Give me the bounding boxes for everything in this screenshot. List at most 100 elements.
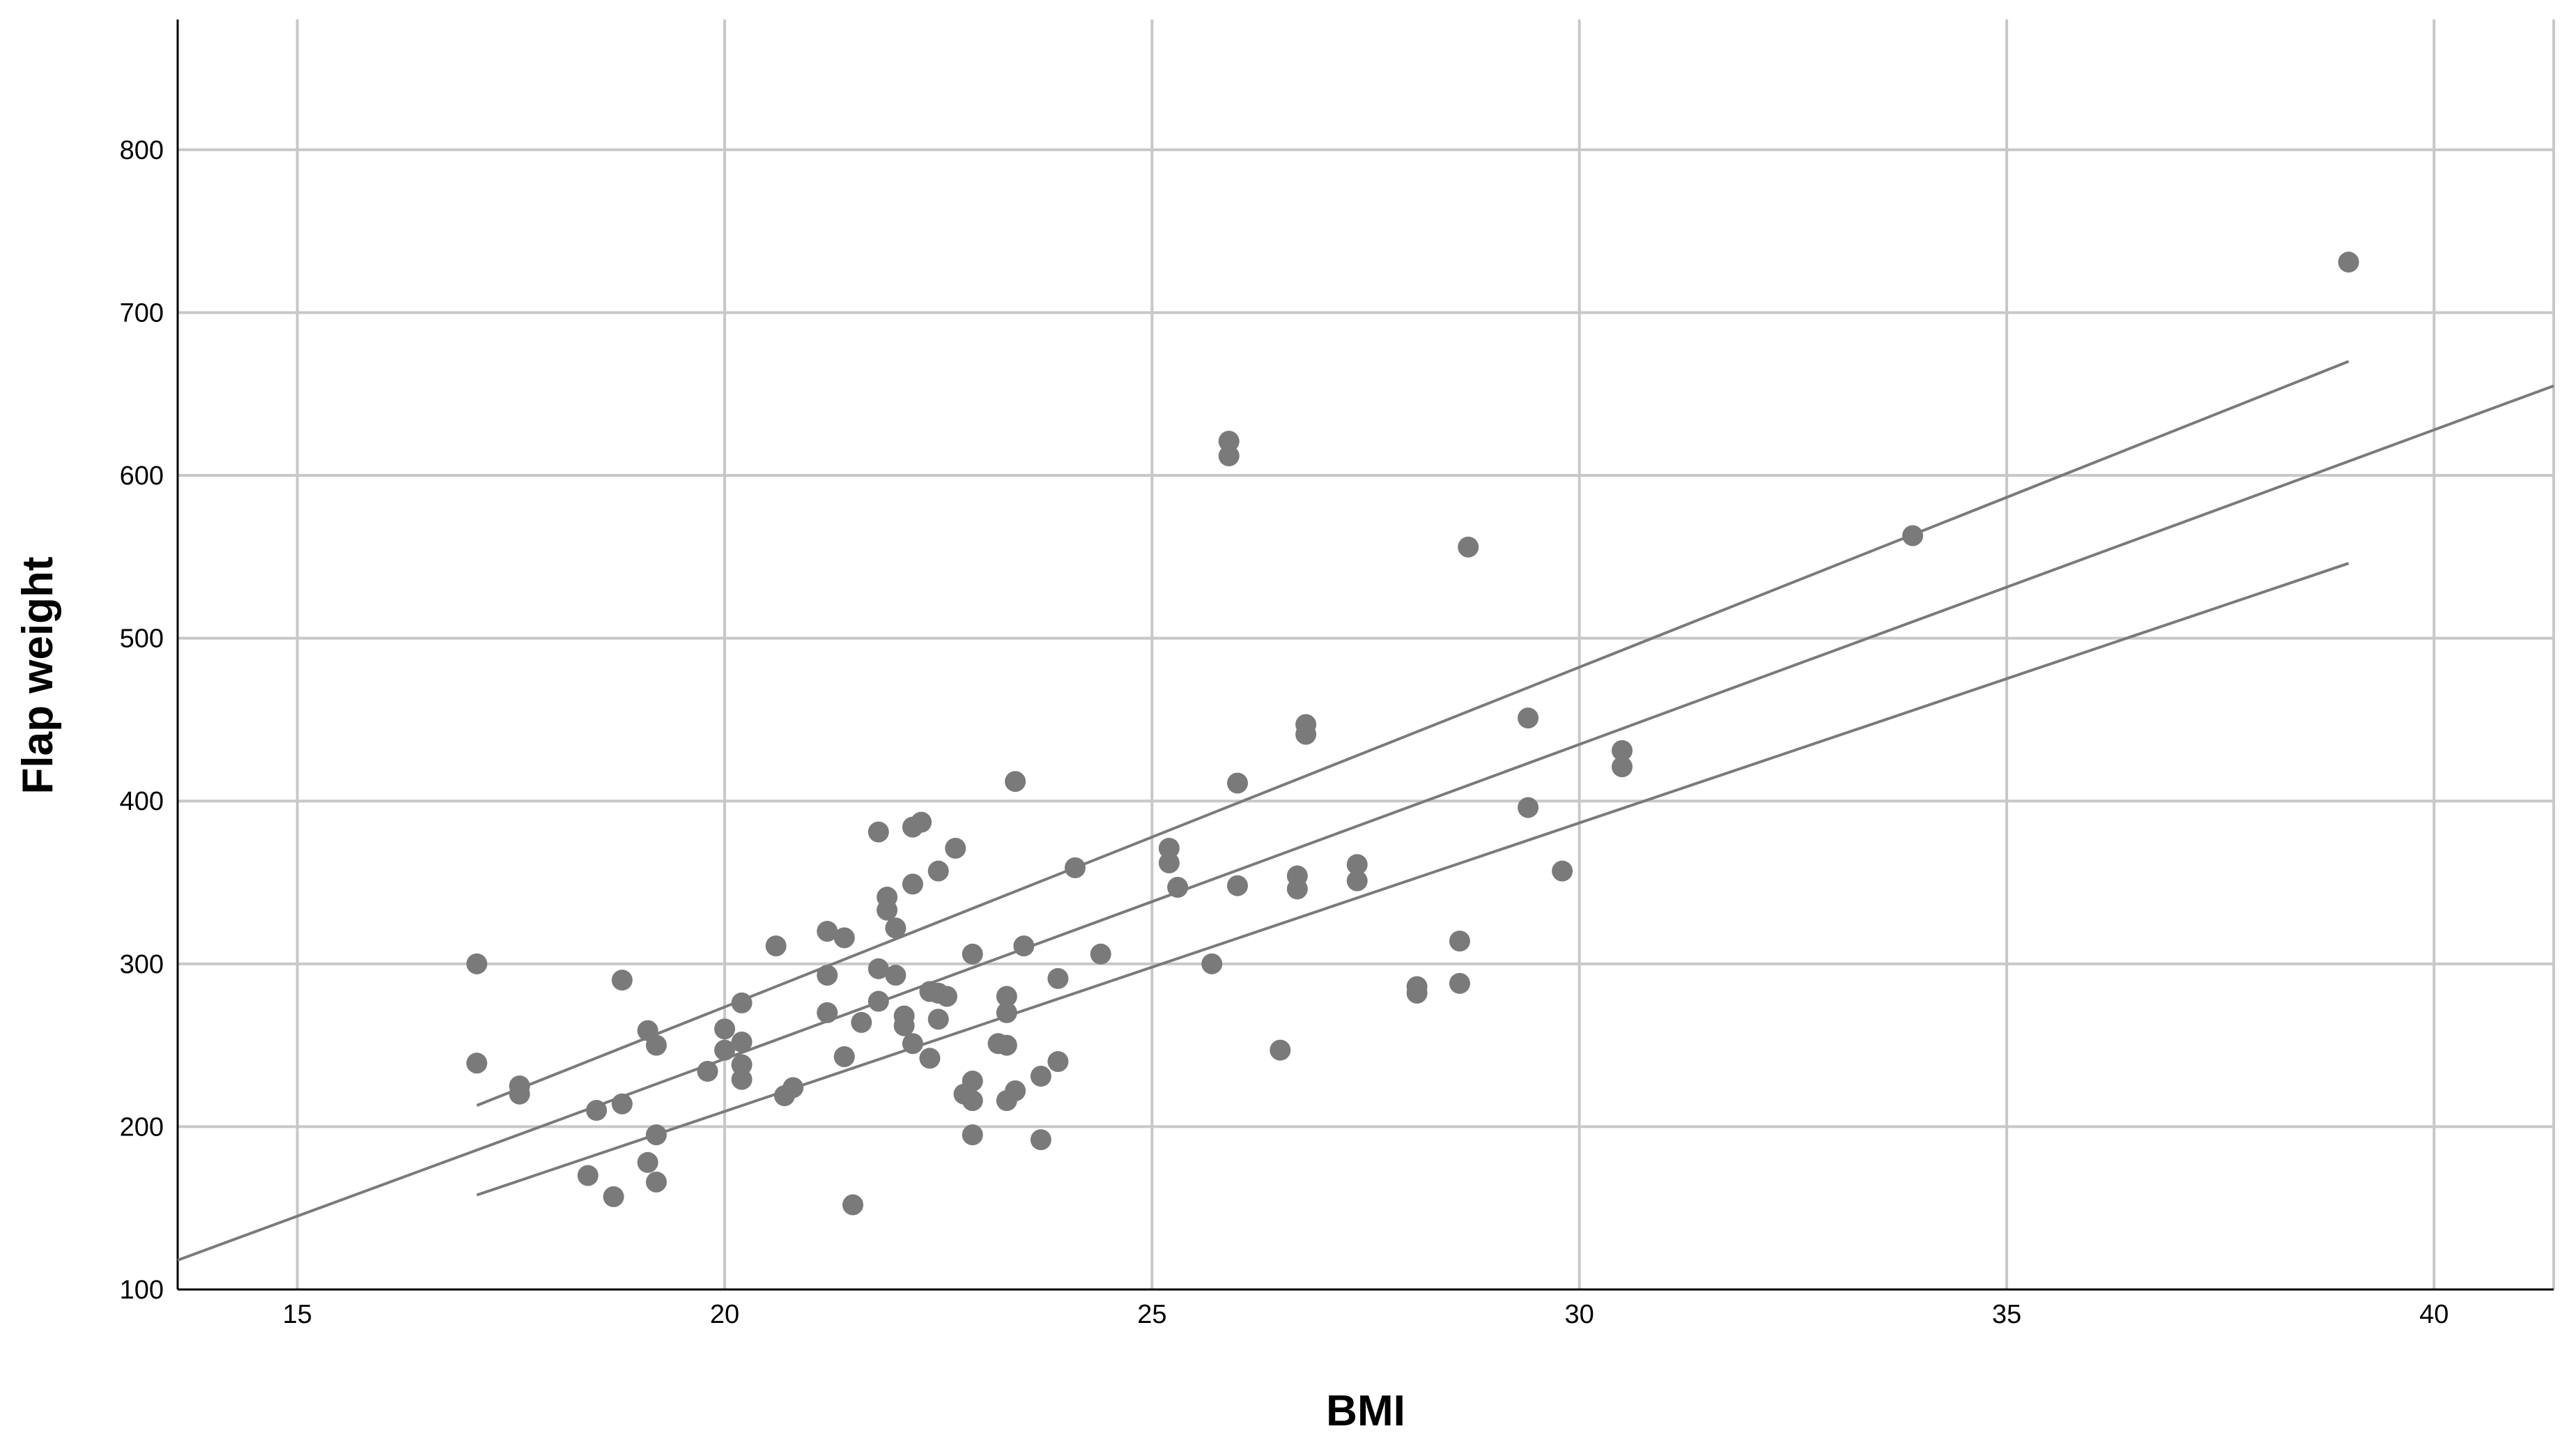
data-point (603, 1186, 624, 1207)
data-point (902, 1033, 923, 1055)
data-point (1552, 860, 1573, 882)
y-tick-label: 400 (120, 787, 164, 816)
data-point (817, 921, 838, 942)
data-point (842, 1194, 864, 1216)
data-point (817, 965, 838, 986)
data-point (782, 1077, 804, 1098)
data-point (586, 1100, 608, 1121)
data-point (902, 873, 923, 895)
data-point (1158, 837, 1180, 859)
x-axis-title: BMI (1326, 1387, 1405, 1435)
data-point (911, 811, 932, 833)
data-point (1047, 1050, 1069, 1072)
data-point (1346, 854, 1368, 875)
tick-labels: 15 20 25 30 35 40 100 200 300 400 500 600 700 800 (120, 136, 2449, 1329)
data-point (714, 1018, 736, 1040)
data-point (1270, 1039, 1291, 1061)
data-point (731, 1031, 753, 1052)
fit-line (177, 384, 2554, 1262)
data-point (962, 943, 983, 965)
data-point (1047, 967, 1069, 989)
y-tick-label: 300 (120, 950, 164, 979)
data-point (1201, 953, 1223, 974)
data-point (1064, 857, 1086, 879)
data-point (1167, 877, 1189, 898)
data-point (833, 927, 855, 949)
x-tick-label: 20 (710, 1300, 739, 1329)
data-point (962, 1071, 983, 1092)
data-point (893, 1015, 915, 1036)
data-point (867, 821, 889, 843)
data-point (1090, 943, 1111, 965)
data-point (611, 970, 633, 991)
data-point (1158, 852, 1180, 873)
data-point (851, 1011, 872, 1033)
y-axis-title: Flap weight (14, 557, 62, 795)
data-point (1406, 982, 1428, 1004)
data-point (1030, 1065, 1051, 1087)
data-point (731, 1069, 753, 1090)
data-point (1902, 525, 1924, 546)
data-point (1030, 1129, 1051, 1151)
data-point (1518, 707, 1539, 729)
data-point (945, 837, 966, 859)
data-point (509, 1083, 530, 1105)
data-point (1227, 875, 1249, 896)
y-tick-label: 500 (120, 625, 164, 654)
y-tick-label: 100 (120, 1276, 164, 1305)
data-point (962, 1124, 983, 1146)
data-point (919, 1048, 941, 1069)
y-tick-label: 200 (120, 1112, 164, 1142)
data-point (996, 1002, 1017, 1023)
x-tick-label: 40 (2419, 1300, 2448, 1329)
data-point (765, 935, 787, 957)
data-point (637, 1151, 658, 1173)
axes (176, 20, 2554, 1291)
data-point (2338, 252, 2359, 273)
data-point (885, 917, 907, 939)
data-point (1013, 935, 1035, 957)
lower-confidence-line (476, 562, 2350, 1197)
data-point (877, 899, 898, 921)
data-point (1346, 870, 1368, 891)
data-point (731, 1054, 753, 1075)
y-tick-label: 800 (120, 136, 164, 165)
x-tick-label: 25 (1137, 1300, 1166, 1329)
data-points (466, 252, 2359, 1216)
data-point (1449, 972, 1470, 994)
data-point (1005, 1080, 1026, 1102)
data-point (1218, 445, 1240, 467)
data-point (1458, 536, 1479, 558)
data-point (996, 986, 1017, 1007)
data-point (714, 1039, 736, 1061)
data-point (927, 1009, 949, 1030)
data-point (1611, 756, 1633, 778)
data-point (466, 953, 488, 974)
data-point (645, 1124, 667, 1146)
data-point (867, 990, 889, 1012)
data-point (697, 1060, 718, 1082)
data-point (1286, 878, 1308, 900)
x-tick-label: 30 (1565, 1300, 1594, 1329)
data-point (1218, 430, 1240, 452)
data-point (962, 1090, 983, 1112)
y-tick-label: 600 (120, 461, 164, 491)
data-point (833, 1046, 855, 1067)
gridlines (178, 20, 2555, 1289)
data-point (996, 1034, 1017, 1056)
data-point (1295, 724, 1317, 745)
data-point (645, 1034, 667, 1056)
x-tick-label: 15 (283, 1300, 312, 1329)
y-tick-label: 700 (120, 298, 164, 328)
data-point (1518, 797, 1539, 818)
upper-confidence-line (476, 360, 2350, 1107)
data-point (885, 965, 907, 986)
data-point (645, 1171, 667, 1193)
data-point (817, 1002, 838, 1023)
x-tick-label: 35 (1992, 1300, 2021, 1329)
data-point (1227, 772, 1249, 794)
data-point (927, 860, 949, 882)
data-point (1005, 771, 1026, 793)
data-point (466, 1052, 488, 1074)
